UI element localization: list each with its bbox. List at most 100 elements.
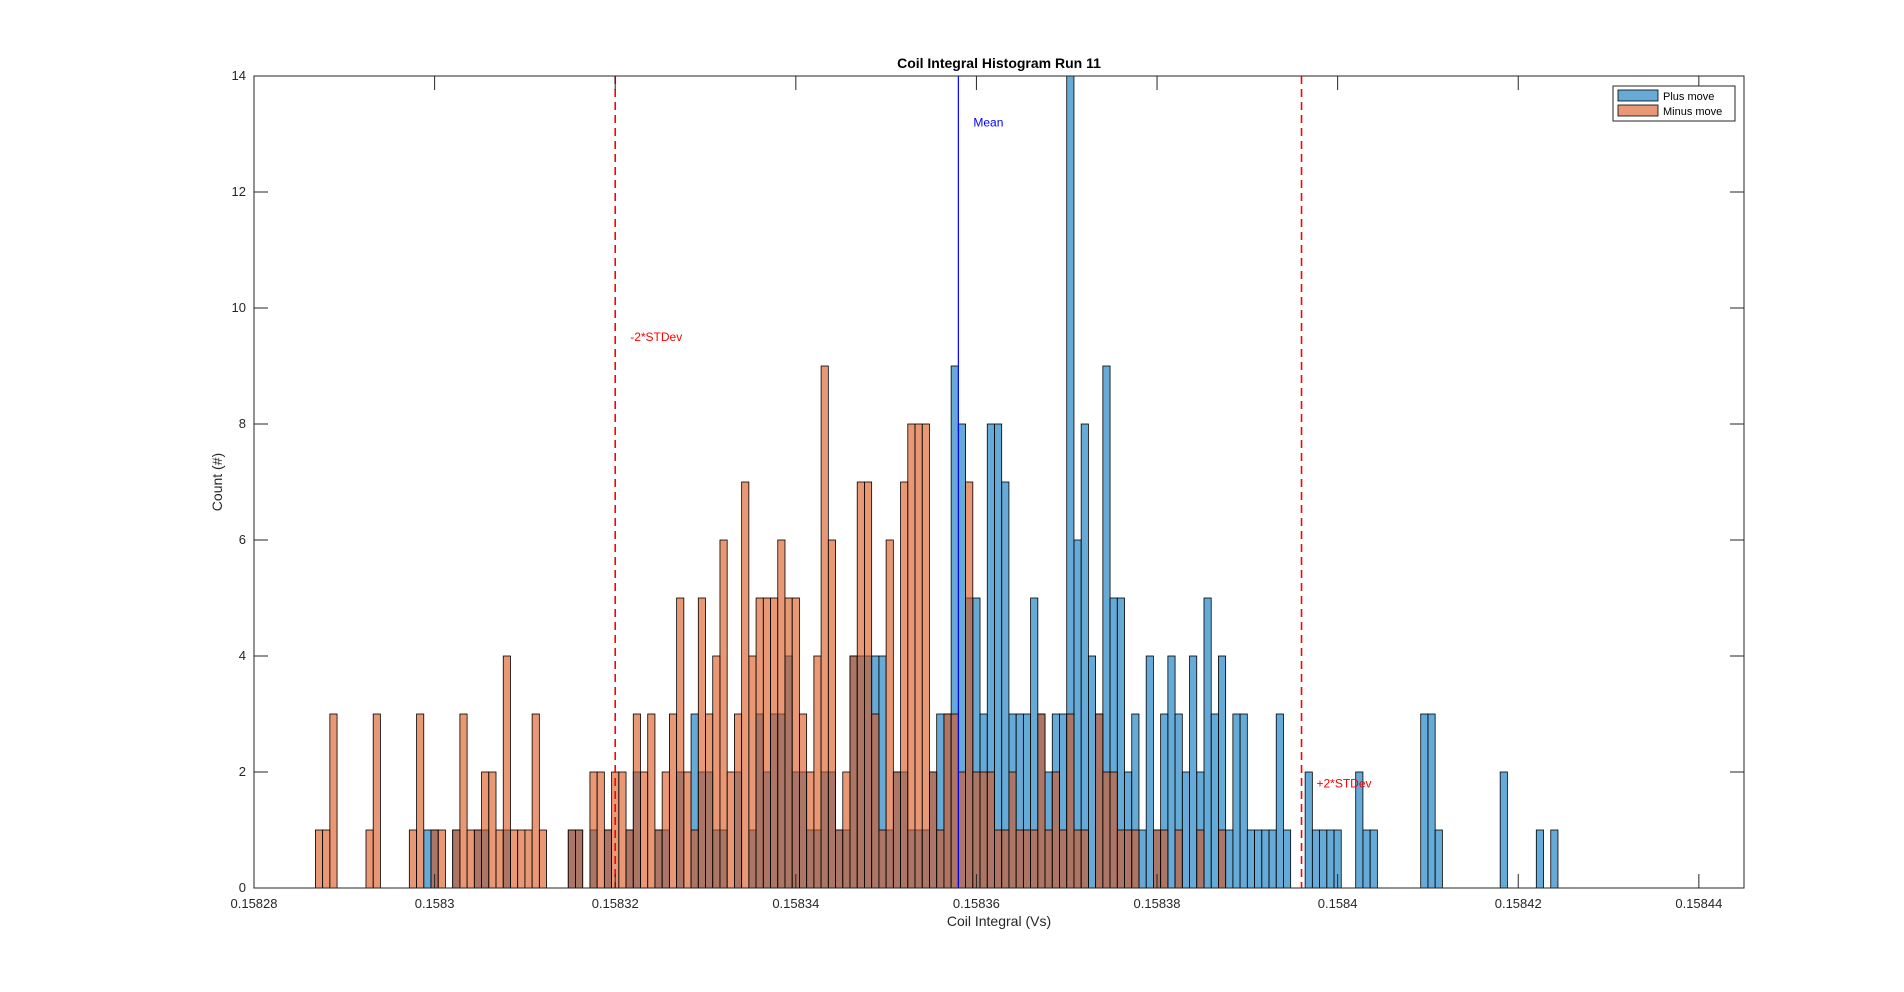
minus-move-bar — [820, 365, 829, 889]
minus-move-legend-label: Minus move — [1663, 106, 1722, 118]
minus-move-bar — [979, 771, 988, 889]
plus-move-bar — [1420, 713, 1429, 889]
minus-move-bar — [596, 771, 605, 889]
minus-move-bar — [741, 481, 750, 889]
minus-move-bar — [676, 597, 685, 889]
minus-move-bar — [806, 771, 815, 889]
minus-move-bar — [668, 713, 678, 889]
plus-move-bar — [1088, 655, 1097, 889]
minus-move-bar — [1044, 829, 1053, 889]
x-tick-label: 0.1584 — [1318, 896, 1358, 911]
plus-move-bar — [1210, 713, 1219, 889]
minus-move-bar — [495, 829, 504, 889]
2-stdev-label: -2*STDev — [630, 330, 682, 344]
minus-move-bar — [885, 539, 894, 889]
annotation-lines: Mean -2*STDev +2*STDev — [614, 76, 1372, 888]
minus-move-bar — [734, 713, 743, 889]
x-tick-label: 0.1583 — [415, 896, 455, 911]
minus-move-bar — [965, 481, 974, 889]
minus-move-bar — [929, 771, 938, 889]
axes: 0.15828 0.1583 0.15832 0.15834 0.15836 0.1583… — [231, 68, 1745, 911]
y-tick-label: 4 — [239, 648, 246, 663]
minus-move-bar — [322, 829, 331, 889]
plus-move-bar — [1167, 655, 1176, 889]
minus-move-bar — [524, 829, 533, 889]
x-tick-label: 0.15836 — [953, 896, 1000, 911]
x-tick-label: 0.15842 — [1495, 896, 1542, 911]
minus-move-bar — [632, 713, 641, 889]
minus-move-bar — [1073, 829, 1082, 889]
minus-move-bar — [1196, 829, 1205, 889]
minus-move-bar — [994, 829, 1003, 889]
minus-move-bar — [1001, 829, 1010, 889]
minus-move-bar — [748, 655, 757, 889]
minus-move-bar — [1160, 829, 1169, 889]
x-tick-label: 0.15844 — [1675, 896, 1722, 911]
y-tick-label: 12 — [232, 184, 246, 199]
minus-move-bar — [575, 829, 584, 889]
minus-move-bar — [365, 829, 374, 889]
y-tick-label: 2 — [239, 764, 246, 779]
minus-move-bar — [856, 481, 865, 889]
legend: Plus move Minus move — [1612, 85, 1736, 122]
plus-move-bar — [1311, 829, 1320, 889]
minus-move-bar — [625, 829, 634, 889]
minus-move-bar — [538, 829, 547, 889]
minus-move-bar — [957, 771, 966, 889]
plus-move-bar — [1535, 829, 1544, 889]
minus-move-bar — [986, 771, 995, 889]
minus-move-bar — [726, 771, 735, 889]
minus-move-bar — [1059, 829, 1068, 889]
plus-move-bar — [1304, 771, 1313, 889]
x-tick-label: 0.15838 — [1134, 896, 1181, 911]
2-stdev-label: +2*STDev — [1317, 777, 1372, 791]
chart-title: Coil Integral Histogram Run 11 — [897, 55, 1101, 71]
minus-move-bar — [589, 771, 598, 889]
minus-move-bars — [315, 365, 1227, 889]
minus-move-bar — [943, 713, 952, 889]
plus-move-bar — [1499, 771, 1508, 889]
minus-move-bar — [784, 597, 793, 889]
minus-move-bar — [1080, 829, 1089, 889]
plus-move-bar — [1268, 829, 1277, 889]
minus-move-bar — [950, 713, 959, 889]
minus-move-bar — [907, 423, 916, 889]
plus-move-bar — [1145, 655, 1154, 889]
plus-move-bar — [1138, 829, 1147, 889]
minus-move-bar — [437, 829, 446, 889]
minus-move-bar — [777, 539, 786, 889]
y-tick-label: 14 — [232, 68, 246, 83]
y-tick-label: 10 — [232, 300, 246, 315]
plus-move-bar — [1283, 829, 1292, 889]
minus-move-bar — [1095, 713, 1104, 889]
minus-move-bar — [697, 597, 706, 889]
plus-move-legend-label: Plus move — [1663, 91, 1714, 103]
x-tick-label: 0.15832 — [592, 896, 639, 911]
plus-move-bar — [1362, 829, 1371, 889]
plus-move-bar — [1326, 829, 1335, 889]
minus-move-bar — [488, 771, 497, 889]
plus-move-bar — [1189, 655, 1198, 889]
minus-move-bar — [473, 829, 482, 889]
minus-move-bar — [712, 655, 721, 889]
minus-move-bar — [459, 713, 468, 889]
plus-move-bar — [1319, 829, 1328, 889]
minus-move-bar — [1066, 713, 1075, 889]
minus-move-bar — [835, 829, 844, 889]
plus-move-bar — [1203, 597, 1212, 889]
plus-move-bar — [1181, 771, 1190, 889]
minus-move-bar — [661, 771, 670, 889]
minus-move-bar — [878, 829, 887, 889]
minus-move-bar — [567, 829, 576, 889]
plus-move-bar — [1275, 713, 1284, 889]
minus-move-bar — [618, 771, 627, 889]
minus-move-bar — [1131, 829, 1140, 889]
minus-move-bar — [1051, 771, 1060, 889]
plus-move-bar — [1254, 829, 1263, 889]
minus-move-bar — [972, 771, 981, 889]
minus-move-bar — [372, 713, 381, 889]
minus-move-bar — [900, 481, 909, 889]
minus-move-bar — [892, 771, 901, 889]
minus-move-legend-swatch — [1617, 104, 1659, 117]
